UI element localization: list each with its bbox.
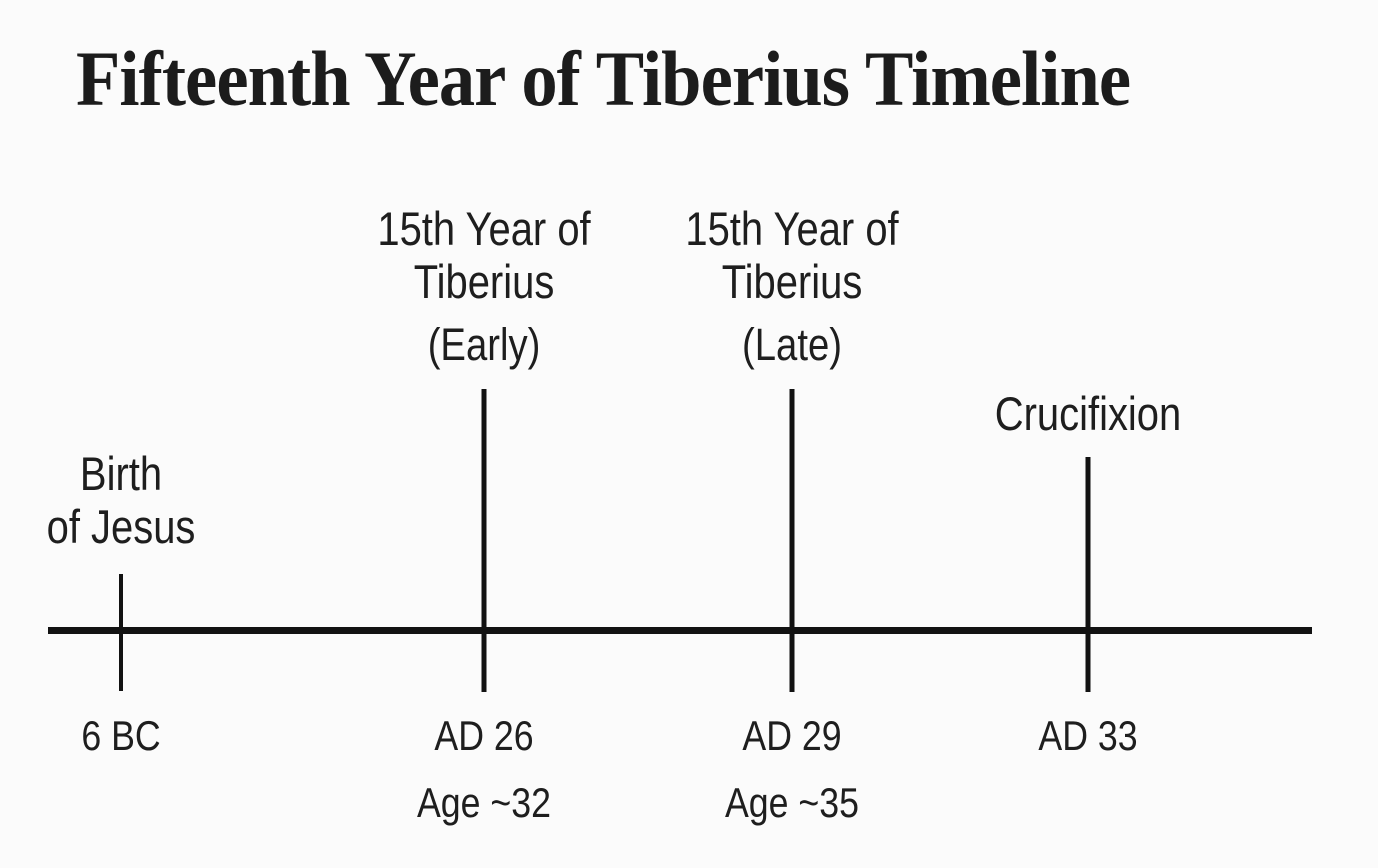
event-label-line: Tiberius — [413, 255, 555, 308]
event-label-line: Tiberius — [721, 255, 863, 308]
event-label-line: 15th Year of — [685, 202, 899, 255]
event-age-label: Age ~32 — [416, 779, 552, 826]
event-year-label: AD 29 — [742, 712, 842, 759]
event-age-label: Age ~35 — [724, 779, 860, 826]
timeline-axis — [48, 627, 1312, 634]
event-sub-label: (Late) — [742, 319, 842, 370]
event-marker-line — [1085, 457, 1091, 692]
event-marker-line — [481, 389, 487, 692]
event-label-line: Crucifixion — [994, 387, 1182, 440]
page-title: Fifteenth Year of Tiberius Timeline — [76, 35, 1131, 122]
event-sub-label: (Early) — [427, 319, 541, 370]
event-label: 15th Year of Tiberius — [685, 202, 898, 308]
event-year-label: AD 26 — [434, 712, 534, 759]
event-marker-line — [789, 389, 795, 692]
event-label-line: Birth — [79, 447, 163, 500]
event-label-line: 15th Year of — [377, 202, 591, 255]
event-marker-line — [119, 574, 123, 691]
event-label-line: of Jesus — [46, 500, 196, 553]
event-label: 15th Year of Tiberius — [377, 202, 590, 308]
event-year-label: AD 33 — [1038, 712, 1138, 759]
event-label: Crucifixion — [995, 387, 1181, 440]
event-year-label: 6 BC — [81, 712, 161, 759]
event-label: Birth of Jesus — [47, 447, 196, 553]
